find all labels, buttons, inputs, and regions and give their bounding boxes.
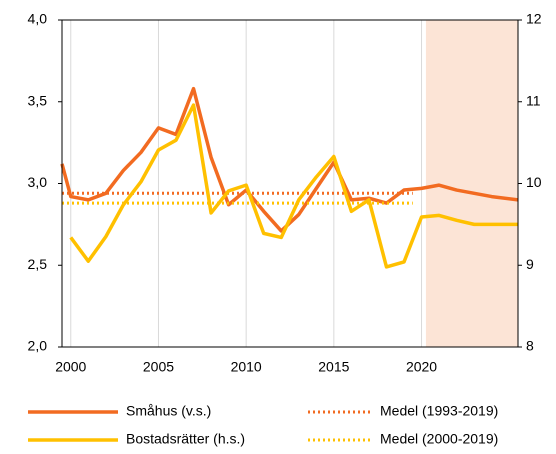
series-line <box>60 86 519 233</box>
legend-label: Småhus (v.s.) <box>126 403 211 419</box>
forecast-shade <box>425 20 518 347</box>
x-tick-label: 2020 <box>406 359 437 375</box>
y-tick-label: 2,5 <box>28 256 48 272</box>
x-tick-label: 2015 <box>318 359 349 375</box>
y2-tick-label: 8 <box>526 338 534 354</box>
y-tick-label: 2,0 <box>28 338 48 354</box>
y-tick-label: 4,0 <box>28 11 48 27</box>
x-tick-label: 2010 <box>231 359 262 375</box>
y2-tick-label: 10 <box>526 174 542 190</box>
y-tick-label: 3,0 <box>28 174 48 190</box>
y-tick-label: 3,5 <box>28 92 48 108</box>
y2-tick-label: 11 <box>526 92 541 108</box>
legend-label: Medel (2000-2019) <box>380 431 498 447</box>
x-tick-label: 2005 <box>143 359 174 375</box>
y2-tick-label: 12 <box>526 11 542 27</box>
legend-label: Medel (1993-2019) <box>380 403 498 419</box>
y2-tick-label: 9 <box>526 256 534 272</box>
series-line <box>69 103 518 269</box>
legend-label: Bostadsrätter (h.s.) <box>126 431 245 447</box>
x-tick-label: 2000 <box>55 359 86 375</box>
